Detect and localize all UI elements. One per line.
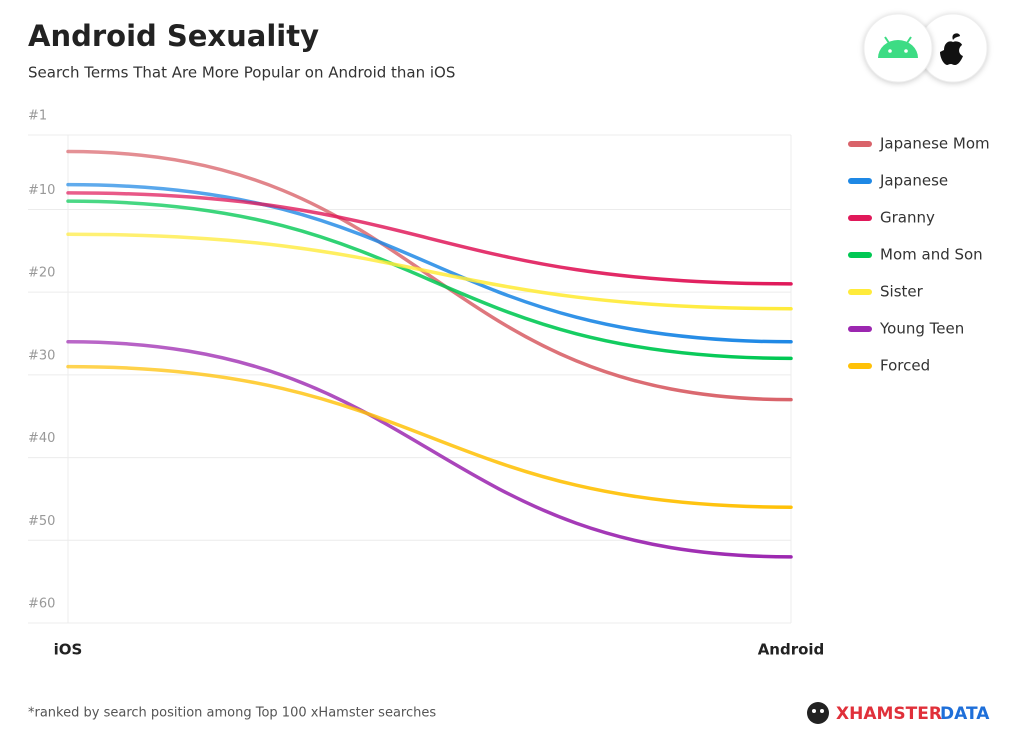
y-tick-label: #60	[28, 597, 55, 612]
legend-label: Japanese Mom	[879, 135, 990, 153]
footnote: *ranked by search position among Top 100…	[28, 706, 436, 721]
x-tick-label: Android	[758, 641, 825, 659]
legend-label: Granny	[880, 209, 935, 227]
y-tick-label: #30	[28, 348, 55, 363]
series-line	[66, 191, 793, 286]
legend-label: Japanese	[879, 172, 948, 190]
chart-subtitle: Search Terms That Are More Popular on An…	[28, 64, 455, 82]
y-tick-label: #20	[28, 266, 55, 281]
series-line	[66, 182, 793, 344]
brand-name: XHAMSTER	[836, 704, 942, 724]
legend-label: Sister	[880, 283, 924, 301]
series-line	[66, 149, 793, 402]
platform-icons	[863, 13, 988, 83]
y-tick-label: #50	[28, 514, 55, 529]
y-tick-label: #1	[28, 109, 47, 124]
legend-label: Young Teen	[879, 320, 964, 338]
y-tick-label: #40	[28, 431, 55, 446]
brand-suffix: DATA	[940, 704, 990, 724]
x-tick-label: iOS	[54, 641, 83, 659]
series-line	[66, 340, 793, 559]
series-line	[66, 199, 793, 361]
legend-label: Forced	[880, 357, 930, 375]
series-line	[66, 364, 793, 509]
y-tick-label: #10	[28, 183, 55, 198]
chart-title: Android Sexuality	[28, 19, 319, 53]
legend-label: Mom and Son	[880, 246, 983, 264]
series-line	[66, 232, 793, 311]
brand-logo: XHAMSTER DATA	[807, 702, 990, 724]
